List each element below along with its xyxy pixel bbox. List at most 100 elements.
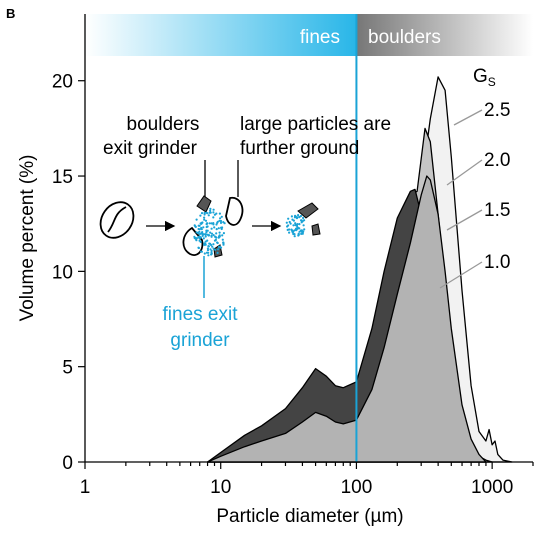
- legend-leader-2-0: [446, 159, 483, 186]
- y-tick-label: 10: [52, 262, 73, 283]
- fine-particle: [293, 229, 296, 232]
- x-tick-label: 100: [341, 477, 373, 498]
- fine-particle: [221, 238, 224, 241]
- y-tick-label: 5: [62, 358, 73, 379]
- legend-leader-2-5: [453, 109, 483, 126]
- fine-particle: [221, 234, 224, 237]
- ground-product-icon: [297, 202, 321, 236]
- fine-particle: [197, 227, 200, 231]
- region-band: fines boulders: [85, 14, 533, 56]
- fine-particle: [303, 228, 306, 231]
- fine-particle: [200, 228, 203, 231]
- fine-particle: [298, 230, 301, 233]
- fine-particle: [204, 235, 207, 238]
- fine-particle: [210, 234, 213, 238]
- fine-particle: [295, 216, 298, 219]
- fine-particle: [208, 222, 211, 225]
- legend-label-1-5: 1.5: [484, 200, 510, 221]
- fine-particle: [288, 220, 291, 224]
- fine-particle: [289, 222, 292, 225]
- axes: 1 10 100 1000 0 5 10 15 20 Particle diameter (µ…: [17, 14, 534, 527]
- fines-exit-label-line1: fines exit: [163, 304, 239, 325]
- fine-particle: [206, 247, 209, 250]
- fine-particle: [203, 252, 206, 255]
- fine-particle: [221, 226, 224, 229]
- fines-region-label: fines: [300, 27, 340, 48]
- fine-particle: [210, 251, 213, 254]
- y-tick-label: 20: [52, 72, 73, 93]
- fine-particle: [298, 216, 301, 219]
- fine-particle: [205, 231, 208, 234]
- legend-label-1-0: 1.0: [484, 252, 510, 273]
- whole-bean-icon: [99, 201, 135, 239]
- fine-particle: [217, 235, 221, 238]
- fine-particle: [202, 226, 205, 229]
- fine-particle: [197, 246, 200, 250]
- fine-particle: [222, 241, 225, 244]
- fine-particle: [199, 214, 202, 217]
- fine-particle: [202, 233, 205, 236]
- x-ticks: 1 10 100 1000: [80, 462, 534, 498]
- fine-particle: [205, 229, 208, 232]
- fine-particle: [207, 245, 210, 248]
- fine-particle: [209, 231, 212, 234]
- fine-particle: [206, 233, 209, 236]
- legend-label-2-0: 2.0: [484, 150, 510, 171]
- fines-cloud-small-icon: [285, 214, 306, 238]
- series-area-gs-1-0: [206, 175, 487, 463]
- fine-particle: [302, 224, 305, 227]
- panel-label: B: [6, 6, 15, 21]
- large-particles-label-line1: large particles are: [240, 114, 391, 135]
- fine-particle: [213, 226, 216, 229]
- fine-particle: [205, 225, 208, 229]
- fine-particle: [218, 231, 221, 234]
- fine-particle: [301, 232, 304, 235]
- fine-particle: [216, 241, 219, 244]
- fine-particle: [222, 243, 225, 246]
- legend-label-2-5: 2.5: [484, 100, 510, 121]
- series-layer: [206, 76, 513, 463]
- fine-particle: [207, 214, 210, 217]
- fine-particle: [195, 218, 198, 221]
- fine-particle: [206, 249, 210, 252]
- fine-particle: [199, 250, 203, 253]
- fine-particle: [200, 212, 204, 215]
- boulders-exit-label-line2: exit grinder: [103, 138, 198, 159]
- fine-particle: [298, 223, 301, 226]
- fine-particle: [212, 234, 215, 237]
- fine-particle: [290, 215, 293, 218]
- x-tick-label: 1000: [471, 477, 513, 498]
- fine-particle: [301, 220, 304, 223]
- fine-particle: [218, 212, 221, 215]
- fine-particle: [213, 213, 216, 216]
- fine-particle: [297, 214, 300, 217]
- fine-particle: [198, 230, 201, 233]
- fine-particle: [203, 216, 206, 219]
- fine-particle: [299, 219, 303, 222]
- fine-particle: [292, 224, 295, 227]
- fine-particle: [287, 217, 290, 220]
- fine-particle: [293, 235, 296, 238]
- fine-particle: [194, 237, 197, 240]
- fine-particle: [204, 242, 207, 246]
- fine-particle: [204, 233, 207, 236]
- y-ticks: 0 5 10 15 20: [52, 72, 85, 474]
- fine-particle: [209, 248, 212, 251]
- fine-particle: [292, 219, 295, 222]
- x-tick-label: 10: [210, 477, 231, 498]
- fine-particle: [216, 221, 219, 224]
- fines-cloud-icon: [193, 207, 226, 257]
- fine-particle: [200, 232, 203, 235]
- fine-particle: [206, 239, 209, 242]
- fine-particle: [210, 232, 214, 235]
- fine-particle: [210, 249, 213, 252]
- boulders-region-band: [357, 14, 533, 56]
- fine-particle: [300, 232, 303, 235]
- large-particles-label-line2: further ground: [240, 138, 359, 159]
- legend-title: GGsS: [473, 66, 496, 89]
- fine-particle: [297, 233, 300, 237]
- boulders-region-label: boulders: [368, 27, 441, 48]
- fine-particle: [302, 216, 305, 220]
- grinder-schematic: boulders exit grinder large particles ar…: [99, 114, 391, 351]
